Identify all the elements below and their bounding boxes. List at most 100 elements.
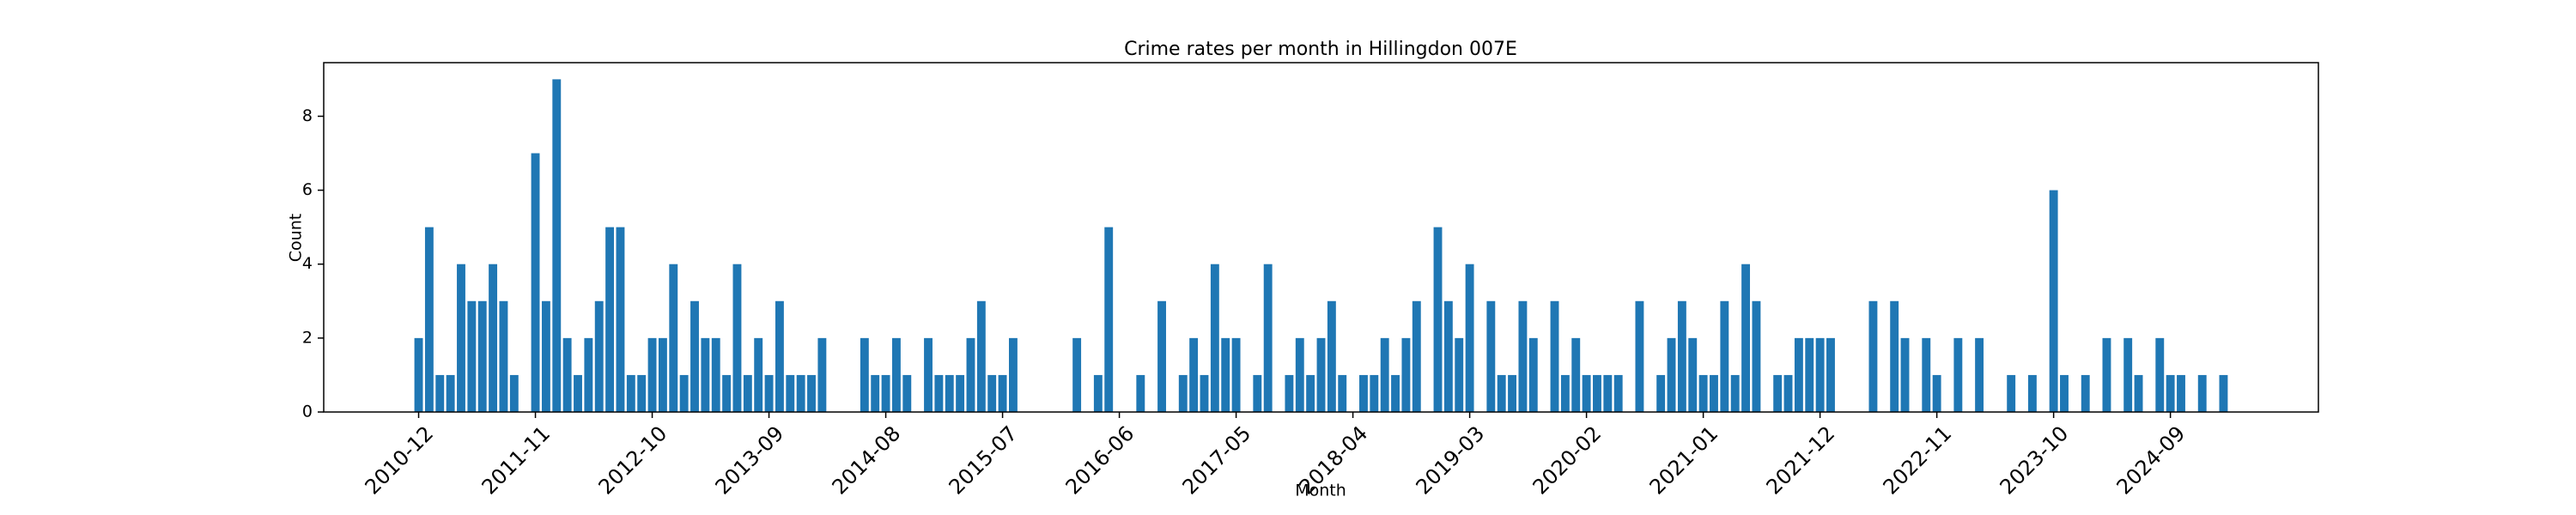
bar xyxy=(669,264,678,412)
bar xyxy=(1773,374,1783,412)
bar xyxy=(1486,300,1496,412)
bar xyxy=(2219,374,2228,412)
bar xyxy=(446,374,455,412)
bar xyxy=(1613,374,1623,412)
bar xyxy=(2102,337,2111,412)
bar xyxy=(902,374,912,412)
bar xyxy=(1635,300,1644,412)
bar xyxy=(881,374,890,412)
bar xyxy=(976,300,986,412)
bar xyxy=(1104,227,1114,412)
y-tick-label: 8 xyxy=(302,106,313,125)
bar xyxy=(658,337,667,412)
bar xyxy=(1221,337,1230,412)
bar xyxy=(1443,300,1453,412)
bar xyxy=(1518,300,1528,412)
bar xyxy=(1497,374,1506,412)
bar xyxy=(956,374,965,412)
bar xyxy=(679,374,689,412)
bar xyxy=(594,300,604,412)
bar xyxy=(722,374,732,412)
bar xyxy=(1953,337,1963,412)
bar xyxy=(934,374,944,412)
bar xyxy=(998,374,1007,412)
bar xyxy=(1178,374,1188,412)
bar xyxy=(764,374,774,412)
bar xyxy=(637,374,647,412)
bar xyxy=(871,374,880,412)
bar xyxy=(1560,374,1570,412)
bar xyxy=(1295,337,1304,412)
bar xyxy=(552,79,562,412)
bar xyxy=(1359,374,1368,412)
y-tick-label: 6 xyxy=(302,180,313,199)
x-tick-label: 2010-12 xyxy=(361,421,439,500)
bar xyxy=(1868,300,1878,412)
bar xyxy=(1656,374,1666,412)
bar xyxy=(1783,374,1793,412)
x-tick-label: 2013-09 xyxy=(711,421,789,500)
bar xyxy=(945,374,954,412)
bar xyxy=(1815,337,1825,412)
bar xyxy=(1890,300,1899,412)
bar xyxy=(1210,264,1219,412)
bar xyxy=(1528,337,1538,412)
bar xyxy=(1157,300,1166,412)
bar xyxy=(1455,337,1464,412)
bar xyxy=(775,300,784,412)
bar xyxy=(1380,337,1389,412)
bar xyxy=(1285,374,1294,412)
x-tick-label: 2015-07 xyxy=(945,421,1023,500)
bar xyxy=(2060,374,2069,412)
bar xyxy=(1465,264,1474,412)
bar xyxy=(1677,300,1686,412)
bar xyxy=(743,374,752,412)
bar xyxy=(2155,337,2165,412)
bar xyxy=(1922,337,1931,412)
bar xyxy=(574,374,582,412)
bar xyxy=(1231,337,1241,412)
bar xyxy=(2007,374,2016,412)
x-tick-label: 2024-09 xyxy=(2112,421,2190,500)
bar xyxy=(1805,337,1814,412)
bar xyxy=(1698,374,1708,412)
bar xyxy=(1720,300,1729,412)
bar xyxy=(1752,300,1761,412)
bar xyxy=(1327,300,1336,412)
bar xyxy=(584,337,593,412)
bar xyxy=(2177,374,2185,412)
bar xyxy=(807,374,816,412)
bar xyxy=(647,337,657,412)
bar xyxy=(701,337,710,412)
bar xyxy=(987,374,997,412)
x-tick-label: 2014-08 xyxy=(828,421,906,500)
bar xyxy=(616,227,625,412)
x-tick-label: 2020-02 xyxy=(1528,421,1607,500)
bar xyxy=(2081,374,2090,412)
bar xyxy=(457,264,465,412)
x-tick-label: 2011-11 xyxy=(477,421,556,500)
bar xyxy=(2197,374,2207,412)
bar xyxy=(1008,337,1018,412)
bar xyxy=(1582,374,1591,412)
bar xyxy=(966,337,975,412)
bar xyxy=(1688,337,1698,412)
bar xyxy=(1200,374,1209,412)
bar xyxy=(509,374,519,412)
bar xyxy=(1401,337,1411,412)
bar xyxy=(711,337,720,412)
bar xyxy=(2049,190,2058,413)
bar xyxy=(1593,374,1601,412)
bar xyxy=(1412,300,1421,412)
bar xyxy=(796,374,805,412)
bar xyxy=(562,337,572,412)
bar xyxy=(924,337,933,412)
bar xyxy=(1391,374,1400,412)
x-tick-label: 2021-01 xyxy=(1645,421,1723,500)
bar xyxy=(786,374,795,412)
bar xyxy=(2123,337,2133,412)
bar xyxy=(2134,374,2143,412)
bar xyxy=(754,337,763,412)
x-tick-label: 2022-11 xyxy=(1879,421,1957,500)
